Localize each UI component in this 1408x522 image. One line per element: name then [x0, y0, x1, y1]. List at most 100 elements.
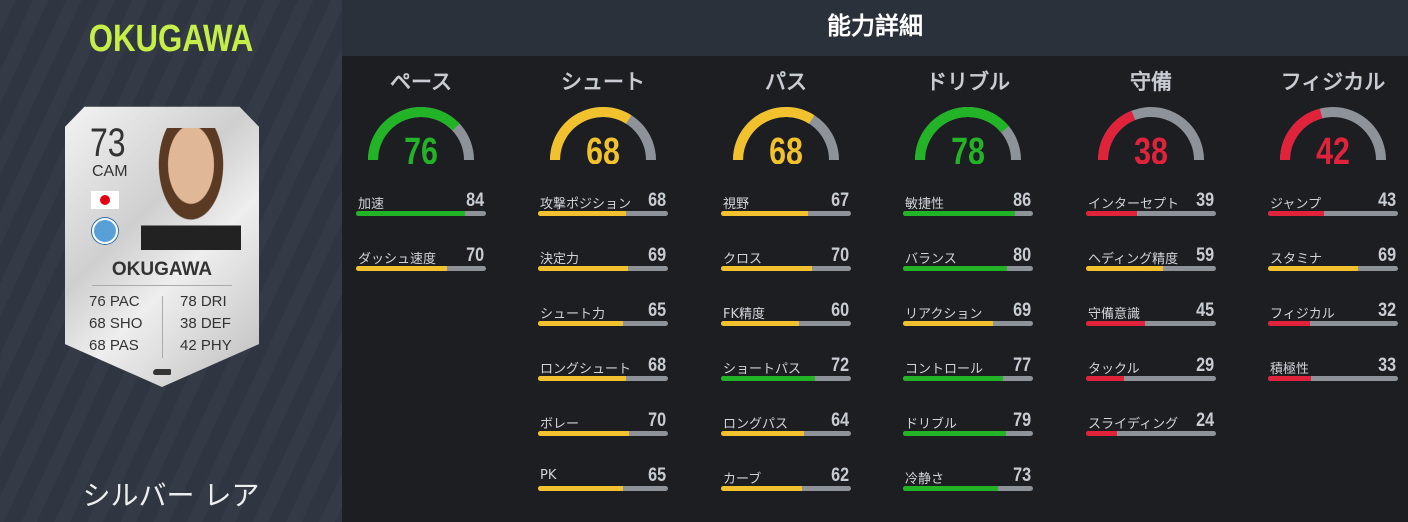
- category-1: シュート 68 攻撃ポジション 68 決定力 69 シュート力 65 ロングシュ…: [538, 56, 668, 491]
- stat-bar: [1268, 211, 1398, 216]
- stat-value: 24: [1196, 410, 1214, 431]
- stat-value: 65: [648, 300, 666, 321]
- stat-label: インターセプト: [1088, 197, 1180, 212]
- stat-label: 攻撃ポジション: [540, 197, 632, 212]
- category-5: フィジカル 42 ジャンプ 43 スタミナ 69 フィジカル 32 積極性 33: [1268, 56, 1398, 381]
- stat-label: ドリブル: [905, 417, 958, 432]
- card-stat: 38 DEF: [180, 315, 231, 332]
- stat-bar-fill: [903, 376, 1004, 381]
- gauge-fill: [1098, 110, 1136, 161]
- stat-bar: [721, 321, 851, 326]
- stat-bar-fill: [903, 486, 998, 491]
- category-4: 守備 38 インターセプト 39 ヘディング精度 59 守備意識 45 タックル…: [1086, 56, 1216, 436]
- stat-value: 69: [1378, 245, 1396, 266]
- stat-label: 決定力: [540, 252, 580, 267]
- stat-row: 積極性 33: [1268, 355, 1398, 387]
- gauge-fill: [1280, 108, 1323, 161]
- stat-bar-fill: [538, 486, 623, 491]
- card-player-name: OKUGAWA: [111, 259, 213, 280]
- stat-label: 加速: [358, 197, 385, 212]
- stat-bar-fill: [721, 376, 815, 381]
- stat-row: クロス 70: [721, 245, 851, 277]
- stat-row: リアクション 69: [903, 300, 1033, 332]
- overall-rating: 73: [90, 121, 126, 165]
- stat-label: ダッシュ速度: [358, 252, 437, 267]
- stat-row: PK 65: [538, 465, 668, 497]
- stat-value: 69: [1013, 300, 1031, 321]
- stat-value: 64: [831, 410, 849, 431]
- stat-label: ボレー: [540, 417, 580, 432]
- stat-row: 冷静さ 73: [903, 465, 1033, 497]
- stat-bar-fill: [1268, 211, 1324, 216]
- stat-value: 68: [648, 190, 666, 211]
- stat-bar: [538, 266, 668, 271]
- category-title: ペース: [390, 70, 452, 94]
- stat-bar: [903, 321, 1033, 326]
- stat-bar: [903, 376, 1033, 381]
- stat-value: 60: [831, 300, 849, 321]
- stat-bar-fill: [1268, 376, 1311, 381]
- stat-label: FK精度: [723, 307, 766, 322]
- category-title: パス: [765, 70, 807, 94]
- category-gauge: 78: [915, 107, 1021, 164]
- club-crest-icon: [92, 218, 118, 244]
- stat-row: シュート力 65: [538, 300, 668, 332]
- player-panel: OKUGAWA 73 CAM OKUGAWA 76 PAC 68 SHO 68 …: [0, 0, 342, 522]
- category-gauge: 68: [733, 107, 839, 164]
- stat-row: ヘディング精度 59: [1086, 245, 1216, 277]
- stat-label: コントロール: [905, 362, 984, 377]
- stat-bar-fill: [538, 431, 629, 436]
- stat-value: 43: [1378, 190, 1396, 211]
- japan-flag-icon: [91, 191, 119, 209]
- gauge-fill: [368, 107, 460, 161]
- gauge-fill: [550, 107, 632, 161]
- stat-bar: [1268, 321, 1398, 326]
- stat-value: 65: [648, 465, 666, 486]
- gauge-value: 68: [769, 131, 803, 164]
- divider: [92, 285, 232, 286]
- stat-value: 80: [1013, 245, 1031, 266]
- stat-bar: [903, 431, 1033, 436]
- stat-row: ドリブル 79: [903, 410, 1033, 442]
- stat-value: 86: [1013, 190, 1031, 211]
- gauge-value: 76: [404, 131, 438, 164]
- stat-label: フィジカル: [1270, 307, 1335, 322]
- stat-value: 77: [1013, 355, 1031, 376]
- divider: [162, 296, 163, 358]
- stat-bar: [538, 211, 668, 216]
- stat-label: シュート力: [540, 307, 606, 322]
- stat-bar-fill: [721, 486, 802, 491]
- stat-bar-fill: [903, 266, 1007, 271]
- stat-row: タックル 29: [1086, 355, 1216, 387]
- stat-value: 39: [1196, 190, 1214, 211]
- stat-bar-fill: [721, 321, 799, 326]
- card-stat: 78 DRI: [180, 293, 227, 310]
- stat-bar-fill: [903, 211, 1015, 216]
- stat-bar-fill: [903, 431, 1006, 436]
- stat-row: ボレー 70: [538, 410, 668, 442]
- stat-bar-fill: [356, 266, 447, 271]
- stat-bar: [356, 266, 486, 271]
- card-stat: 68 SHO: [89, 315, 143, 332]
- card-stat: 68 PAS: [89, 337, 139, 354]
- stat-bar-fill: [356, 211, 466, 216]
- position: CAM: [92, 163, 128, 180]
- category-title: フィジカル: [1280, 70, 1386, 94]
- category-0: ペース 76 加速 84 ダッシュ速度 70: [356, 56, 486, 271]
- stat-bar: [1086, 376, 1216, 381]
- category-gauge: 76: [368, 107, 474, 164]
- stat-row: FK精度 60: [721, 300, 851, 332]
- stat-row: 加速 84: [356, 190, 486, 222]
- player-card[interactable]: 73 CAM OKUGAWA 76 PAC 68 SHO 68 PAS 78 D…: [65, 106, 259, 387]
- card-stat: 76 PAC: [89, 293, 140, 310]
- category-2: パス 68 視野 67 クロス 70 FK精度 60 ショートパス 72 ロング…: [721, 56, 851, 491]
- stat-value: 67: [831, 190, 849, 211]
- stat-bar: [1086, 321, 1216, 326]
- stat-label: 守備意識: [1088, 307, 1141, 322]
- card-rarity: シルバー レア: [82, 479, 260, 512]
- stat-bar: [1268, 376, 1398, 381]
- stat-bar-fill: [721, 431, 805, 436]
- stat-bar: [538, 376, 668, 381]
- stat-bar-fill: [1268, 266, 1358, 271]
- stat-label: ショートパス: [723, 362, 802, 377]
